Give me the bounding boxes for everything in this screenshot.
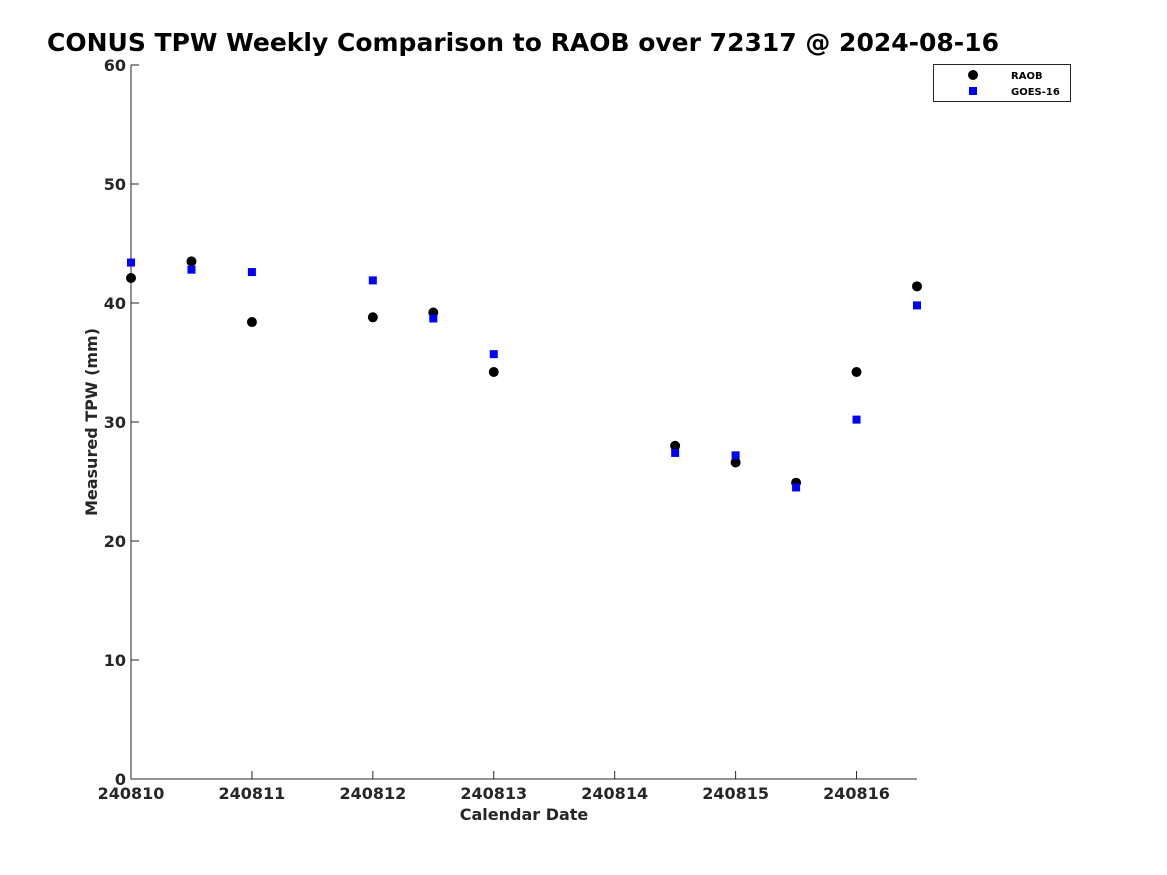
goes-16-point: [127, 258, 135, 267]
x-tick-label: 240813: [460, 784, 527, 803]
raob-point: [730, 457, 741, 468]
goes-16-point: [429, 314, 438, 323]
raob-point: [186, 256, 197, 267]
x-tick-label: 240811: [219, 784, 286, 803]
raob-point: [851, 367, 862, 378]
goes-16-point: [731, 451, 740, 460]
raob-point: [126, 273, 136, 284]
x-tick-label: 240816: [823, 784, 890, 803]
legend-raob-marker: [968, 70, 978, 80]
raob-point: [367, 312, 378, 323]
chart-axes: [130, 65, 917, 780]
legend: RAOB GOES-16: [933, 64, 1071, 102]
legend-goes-16-marker: [969, 87, 977, 95]
raob-point: [488, 367, 499, 378]
raob-point: [912, 281, 922, 292]
y-tick-label: 10: [104, 651, 126, 670]
x-tick-label: 240815: [702, 784, 769, 803]
x-axis-label: Calendar Date: [460, 805, 589, 824]
x-tick-label: 240810: [98, 784, 165, 803]
goes-16-point: [913, 301, 921, 310]
y-tick-label: 60: [104, 56, 126, 75]
y-tick-label: 0: [115, 770, 126, 789]
goes-16-point: [368, 276, 377, 285]
legend-box: [933, 64, 1071, 102]
y-axis-ticks: 0 10 20 30 40 50 60: [104, 56, 139, 789]
x-tick-label: 240812: [339, 784, 406, 803]
goes-16-point: [671, 448, 680, 457]
raob-point: [246, 317, 257, 328]
y-tick-label: 40: [104, 294, 126, 313]
chart-title: CONUS TPW Weekly Comparison to RAOB over…: [47, 28, 999, 57]
y-tick-label: 20: [104, 532, 126, 551]
goes-16-point: [489, 350, 498, 359]
goes-16-point: [247, 268, 256, 277]
goes-16-point: [187, 265, 196, 274]
data-marks: [126, 256, 922, 492]
goes-16-point: [852, 415, 861, 424]
legend-entry-label: RAOB: [1011, 71, 1043, 82]
raob-point: [670, 440, 681, 451]
y-axis-label: Measured TPW (mm): [82, 328, 101, 516]
y-tick-label: 30: [104, 413, 126, 432]
goes-16-point: [792, 483, 801, 492]
legend-entry-label: GOES-16: [1011, 87, 1060, 98]
x-tick-label: 240814: [581, 784, 648, 803]
x-axis-ticks: 240810 240811 240812 240813 240814 240815 2408…: [98, 771, 890, 803]
y-tick-label: 50: [104, 175, 126, 194]
